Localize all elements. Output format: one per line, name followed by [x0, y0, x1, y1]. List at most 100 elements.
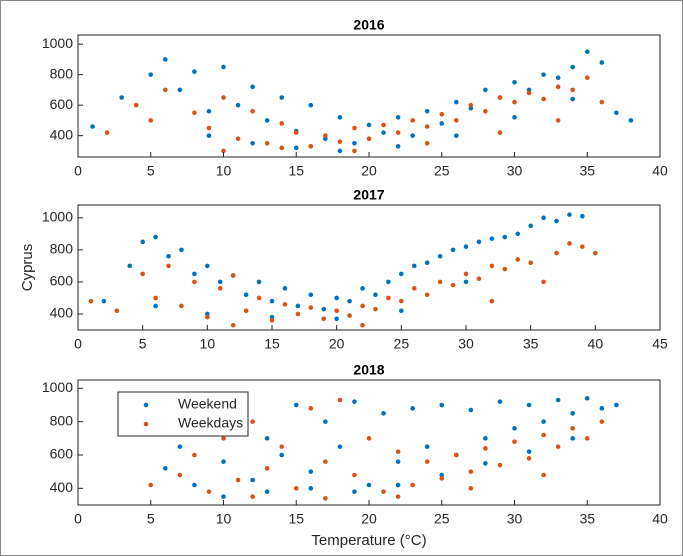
point	[424, 108, 430, 114]
point	[468, 102, 474, 108]
point	[321, 316, 327, 322]
point	[541, 279, 546, 285]
point	[628, 118, 634, 123]
point	[424, 444, 430, 449]
legend-label: Weekdays	[178, 415, 243, 431]
point	[352, 399, 357, 404]
point	[230, 273, 236, 278]
y-tick-label: 1000	[42, 35, 73, 51]
point	[614, 110, 619, 116]
point	[497, 95, 503, 100]
point	[308, 102, 314, 108]
point	[424, 260, 430, 265]
point	[166, 263, 171, 269]
point	[439, 402, 445, 408]
y-tick-label: 1000	[42, 379, 73, 395]
point	[424, 292, 430, 298]
legend-marker	[143, 421, 149, 427]
point	[323, 496, 328, 501]
point	[308, 292, 314, 298]
point	[279, 95, 285, 100]
point	[321, 306, 327, 312]
point	[463, 244, 469, 249]
point	[502, 266, 508, 272]
point	[489, 263, 495, 269]
point	[483, 87, 488, 93]
point	[235, 477, 241, 483]
point	[256, 295, 262, 301]
point	[250, 84, 255, 90]
legend-label: Weekend	[178, 396, 237, 412]
point	[163, 87, 168, 93]
point	[584, 49, 590, 55]
point	[541, 96, 546, 102]
point	[264, 436, 270, 441]
point	[282, 302, 288, 307]
point	[437, 253, 443, 259]
point	[192, 452, 197, 458]
point	[163, 466, 168, 471]
point	[337, 139, 343, 145]
point	[235, 136, 241, 141]
point	[541, 472, 546, 478]
point	[567, 212, 572, 217]
point	[555, 75, 561, 80]
point	[386, 295, 391, 301]
x-tick-label: 25	[434, 163, 450, 179]
point	[140, 239, 145, 245]
point	[381, 130, 386, 135]
x-axis-label: Temperature (°C)	[311, 532, 426, 549]
y-tick-label: 400	[50, 479, 74, 495]
point	[347, 298, 352, 304]
y-tick-label: 800	[50, 241, 74, 257]
point	[221, 64, 226, 70]
point	[424, 459, 430, 464]
x-tick-label: 15	[264, 336, 280, 352]
point	[206, 108, 212, 114]
point	[570, 87, 575, 93]
point	[153, 295, 158, 301]
x-tick-label: 25	[434, 511, 450, 527]
y-tick-label: 600	[50, 96, 74, 112]
point	[395, 482, 401, 488]
x-tick-label: 5	[139, 336, 147, 352]
point	[101, 298, 107, 304]
point	[483, 446, 488, 451]
legend-box	[117, 391, 249, 437]
point	[205, 311, 210, 317]
point	[541, 432, 546, 438]
point	[381, 122, 386, 128]
point	[308, 406, 314, 411]
point	[411, 263, 417, 269]
x-tick-label: 20	[361, 163, 377, 179]
point	[483, 436, 488, 441]
point	[360, 322, 365, 328]
point	[580, 244, 585, 249]
point	[114, 308, 120, 314]
point	[554, 250, 559, 256]
y-tick-label: 1000	[42, 209, 73, 225]
x-tick-label: 0	[74, 163, 82, 179]
y-tick-label: 400	[50, 126, 74, 142]
point	[264, 466, 270, 471]
x-tick-label: 10	[216, 163, 232, 179]
point	[502, 234, 508, 240]
point	[308, 305, 314, 310]
point	[526, 456, 532, 461]
point	[614, 402, 619, 408]
point	[570, 64, 575, 70]
point	[554, 218, 559, 224]
point	[337, 115, 343, 120]
point	[295, 303, 301, 309]
y-axis-label: Cyprus	[19, 244, 36, 292]
point	[293, 486, 299, 491]
point	[352, 148, 357, 154]
point	[570, 411, 575, 416]
point	[555, 118, 561, 123]
point	[366, 122, 372, 128]
x-tick-label: 35	[579, 511, 595, 527]
point	[450, 247, 456, 253]
point	[279, 145, 285, 151]
x-tick-label: 30	[507, 511, 523, 527]
